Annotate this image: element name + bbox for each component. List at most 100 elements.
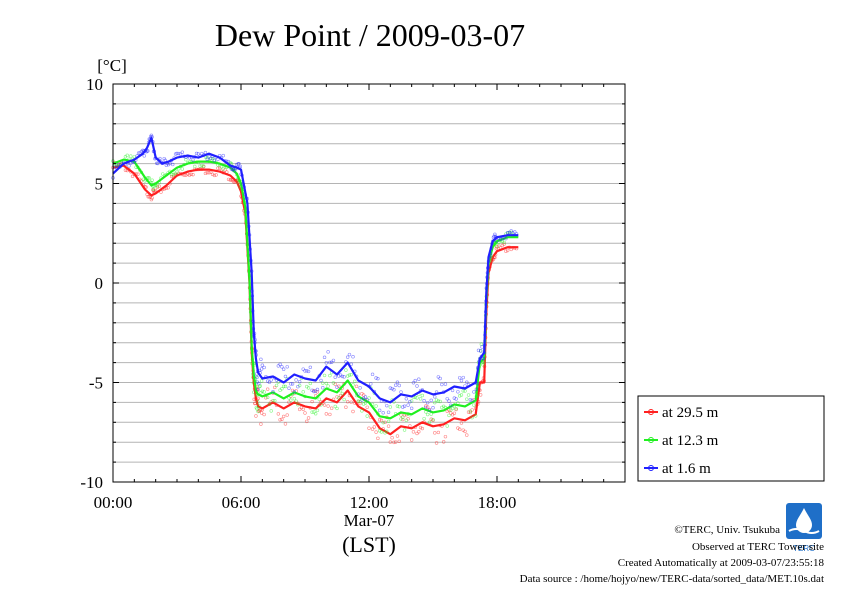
sample-point: [169, 172, 174, 177]
sample-point: [413, 395, 417, 400]
sample-point: [349, 400, 353, 404]
sample-point: [289, 398, 293, 402]
sample-point: [425, 412, 430, 417]
sample-point: [328, 360, 332, 365]
sample-point: [212, 158, 217, 163]
sample-point: [255, 375, 259, 380]
sample-point: [356, 392, 361, 396]
sample-point: [476, 348, 481, 353]
sample-point: [315, 387, 320, 392]
sample-point: [212, 173, 217, 178]
sample-point: [402, 404, 407, 408]
sample-point: [425, 400, 430, 405]
sample-point: [411, 381, 416, 385]
sample-point: [310, 410, 314, 414]
sample-point: [194, 151, 199, 156]
legend-marker: [648, 409, 654, 415]
sample-point: [273, 398, 277, 403]
sample-point: [335, 395, 339, 399]
sample-point: [223, 168, 227, 172]
sample-point: [285, 365, 289, 369]
sample-point: [367, 426, 371, 430]
sample-point: [150, 196, 154, 200]
sample-point: [367, 396, 371, 400]
sample-point: [340, 374, 345, 379]
sample-point: [369, 382, 373, 386]
sample-point: [146, 195, 150, 199]
sample-point: [254, 414, 258, 418]
sample-point: [238, 164, 242, 169]
sample-point: [374, 404, 378, 408]
sample-point: [310, 399, 314, 404]
sample-point: [324, 381, 329, 386]
sample-point: [351, 409, 355, 414]
sample-point: [142, 154, 146, 158]
sample-point: [187, 173, 192, 177]
sample-point: [466, 393, 471, 397]
sample-point: [420, 426, 425, 431]
sample-point: [509, 229, 513, 233]
sample-point: [303, 369, 307, 373]
sample-point: [305, 369, 309, 373]
sample-point: [513, 230, 517, 234]
sample-point: [401, 415, 405, 419]
sample-point: [465, 397, 469, 401]
sample-point: [278, 388, 282, 392]
sample-point: [376, 376, 380, 381]
sample-point: [379, 430, 384, 434]
copyright-text: ©TERC, Univ. Tsukuba: [674, 524, 780, 536]
chart-title: Dew Point / 2009-03-07: [215, 17, 525, 53]
sample-point: [189, 172, 193, 177]
sample-point: [322, 373, 327, 378]
sample-point: [347, 352, 352, 357]
sample-point: [409, 399, 414, 403]
sample-point: [306, 416, 311, 420]
sample-point: [257, 404, 261, 408]
sample-point: [493, 232, 497, 237]
sample-point: [269, 409, 273, 413]
sample-point: [335, 385, 339, 389]
y-axis-unit-label: [°C]: [97, 56, 126, 75]
sample-point: [256, 387, 260, 392]
sample-point: [177, 151, 181, 156]
sample-point: [377, 418, 382, 422]
sample-point: [433, 431, 437, 435]
sample-point: [324, 361, 329, 365]
sample-point: [431, 405, 435, 410]
sample-point: [342, 397, 346, 402]
sample-point: [301, 407, 305, 411]
sample-point: [149, 197, 154, 202]
sample-point: [278, 362, 282, 366]
sample-point: [399, 390, 403, 394]
sample-point: [237, 162, 241, 166]
sample-point: [326, 404, 330, 408]
sample-point: [141, 177, 145, 182]
sample-point: [267, 380, 272, 384]
sample-point: [180, 167, 185, 171]
x-tick-label: 06:00: [222, 493, 261, 512]
sample-point: [267, 402, 272, 406]
legend-box: [637, 395, 825, 482]
sample-point: [381, 411, 385, 415]
sample-point: [372, 425, 377, 429]
sample-point: [502, 242, 506, 246]
sample-point: [459, 421, 464, 425]
grid-lines: [113, 103, 625, 463]
sample-point: [415, 396, 419, 400]
sample-point: [422, 416, 426, 421]
sample-point: [365, 414, 369, 418]
sample-point: [417, 430, 421, 434]
sample-point: [363, 395, 368, 399]
sample-point: [344, 368, 348, 372]
sample-point: [147, 176, 151, 180]
sample-point: [287, 386, 291, 390]
sample-point: [328, 412, 332, 417]
sample-point: [203, 171, 208, 176]
sample-point: [328, 373, 332, 378]
series-2: [111, 133, 519, 415]
sample-point: [315, 408, 320, 413]
sample-point: [306, 369, 311, 374]
sample-point: [459, 378, 464, 383]
sample-point: [258, 384, 262, 388]
y-tick-label: -10: [80, 473, 103, 492]
